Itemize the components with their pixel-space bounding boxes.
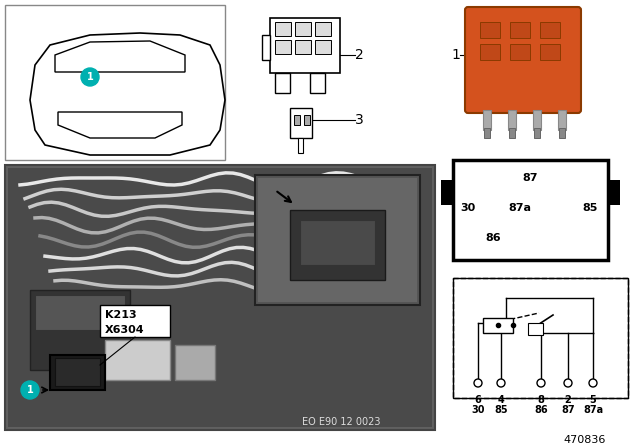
Bar	[484, 128, 490, 138]
Text: 2: 2	[355, 48, 364, 62]
Bar	[453, 278, 628, 398]
Bar	[480, 22, 500, 38]
Bar	[483, 110, 491, 130]
Bar	[105, 340, 170, 380]
Bar	[558, 110, 566, 130]
Text: 87: 87	[522, 173, 538, 183]
Bar	[559, 128, 565, 138]
Bar	[262, 35, 270, 60]
Polygon shape	[608, 180, 620, 205]
Text: 86: 86	[485, 233, 501, 243]
Circle shape	[537, 379, 545, 387]
Bar	[510, 44, 530, 60]
Text: K213: K213	[105, 310, 136, 320]
Bar	[255, 175, 420, 305]
Bar	[534, 128, 540, 138]
Circle shape	[497, 379, 505, 387]
Bar	[453, 278, 628, 398]
Text: 1: 1	[86, 72, 93, 82]
Bar	[510, 22, 530, 38]
Text: X6304: X6304	[105, 325, 145, 335]
Bar	[298, 138, 303, 153]
Text: 6: 6	[475, 395, 481, 405]
Bar	[275, 40, 291, 54]
Bar	[35, 295, 125, 330]
Text: EO E90 12 0023: EO E90 12 0023	[301, 417, 380, 427]
Bar	[8, 168, 432, 427]
Bar	[310, 73, 325, 93]
Bar	[483, 318, 513, 333]
Bar	[290, 108, 312, 138]
Bar	[508, 110, 516, 130]
Bar	[300, 220, 375, 265]
Bar	[294, 115, 300, 125]
Bar	[5, 5, 225, 160]
Text: 30: 30	[460, 203, 476, 213]
Text: 470836: 470836	[564, 435, 606, 445]
Bar	[480, 44, 500, 60]
Bar	[528, 323, 543, 335]
Text: 85: 85	[494, 405, 508, 415]
Text: 4: 4	[498, 395, 504, 405]
Text: 1: 1	[27, 385, 33, 395]
Polygon shape	[441, 180, 453, 205]
Bar	[453, 160, 608, 260]
Polygon shape	[58, 112, 182, 138]
Text: 86: 86	[534, 405, 548, 415]
Bar	[30, 290, 130, 370]
Bar	[270, 18, 340, 73]
Text: 1: 1	[451, 48, 460, 62]
Bar	[315, 22, 331, 36]
Text: 2: 2	[564, 395, 572, 405]
Text: 5: 5	[589, 395, 596, 405]
Circle shape	[21, 381, 39, 399]
Bar	[304, 115, 310, 125]
Text: 87: 87	[561, 405, 575, 415]
Bar	[540, 44, 560, 60]
Bar	[175, 345, 215, 380]
Polygon shape	[55, 41, 185, 72]
Bar	[100, 305, 170, 337]
Text: 85: 85	[582, 203, 598, 213]
Bar	[290, 210, 385, 280]
Bar	[50, 355, 105, 390]
Text: 87a: 87a	[583, 405, 603, 415]
Circle shape	[564, 379, 572, 387]
Bar	[5, 165, 435, 430]
Text: 8: 8	[538, 395, 545, 405]
FancyBboxPatch shape	[465, 7, 581, 113]
Text: 87a: 87a	[509, 203, 531, 213]
Bar	[258, 178, 417, 302]
Bar	[315, 40, 331, 54]
Bar	[533, 110, 541, 130]
Bar	[295, 22, 311, 36]
Bar	[275, 73, 290, 93]
Bar	[509, 128, 515, 138]
Text: 3: 3	[355, 113, 364, 127]
Text: 30: 30	[471, 405, 484, 415]
Circle shape	[474, 379, 482, 387]
Circle shape	[589, 379, 597, 387]
Bar	[295, 40, 311, 54]
Bar	[540, 22, 560, 38]
Circle shape	[81, 68, 99, 86]
Polygon shape	[30, 33, 225, 155]
Bar	[55, 358, 100, 386]
Bar	[275, 22, 291, 36]
